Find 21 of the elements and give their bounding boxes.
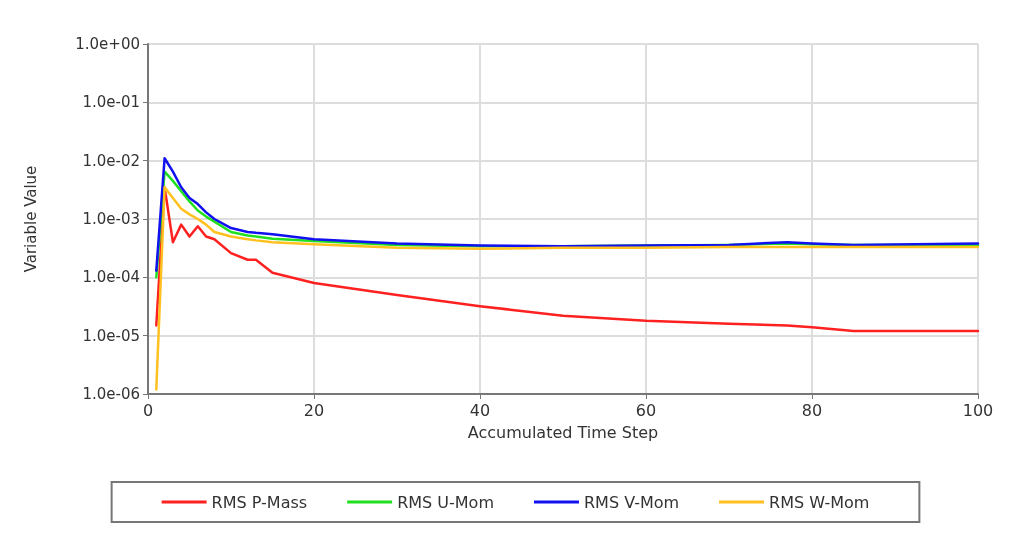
legend-label: RMS W-Mom <box>769 492 870 512</box>
y-tick-label: 1.0e-01 <box>82 93 140 112</box>
x-tick-label: 0 <box>142 400 154 420</box>
x-tick-label: 20 <box>303 400 325 420</box>
y-tick-label: 1.0e+00 <box>75 35 140 53</box>
y-tick-label: 1.0e-03 <box>82 210 140 228</box>
legend-label: RMS V-Mom <box>583 492 680 512</box>
legend-label: RMS U-Mom <box>397 492 494 512</box>
y-tick-label: 1.0e-04 <box>82 268 140 287</box>
x-axis-title: Accumulated Time Step <box>467 422 659 442</box>
legend-label: RMS P-Mass <box>211 492 308 512</box>
x-tick-label: 80 <box>801 400 823 420</box>
y-tick-label: 1.0e-05 <box>82 326 140 345</box>
x-tick-label: 60 <box>635 400 657 420</box>
line-series <box>155 157 980 272</box>
y-tick-label: 1.0e-02 <box>82 151 140 170</box>
y-tick-label: 1.0e-06 <box>82 385 140 403</box>
y-axis-title: Variable Value <box>21 165 40 273</box>
x-tick-label: 100 <box>962 400 994 420</box>
x-tick-label: 40 <box>469 400 491 420</box>
line-series <box>155 186 980 391</box>
